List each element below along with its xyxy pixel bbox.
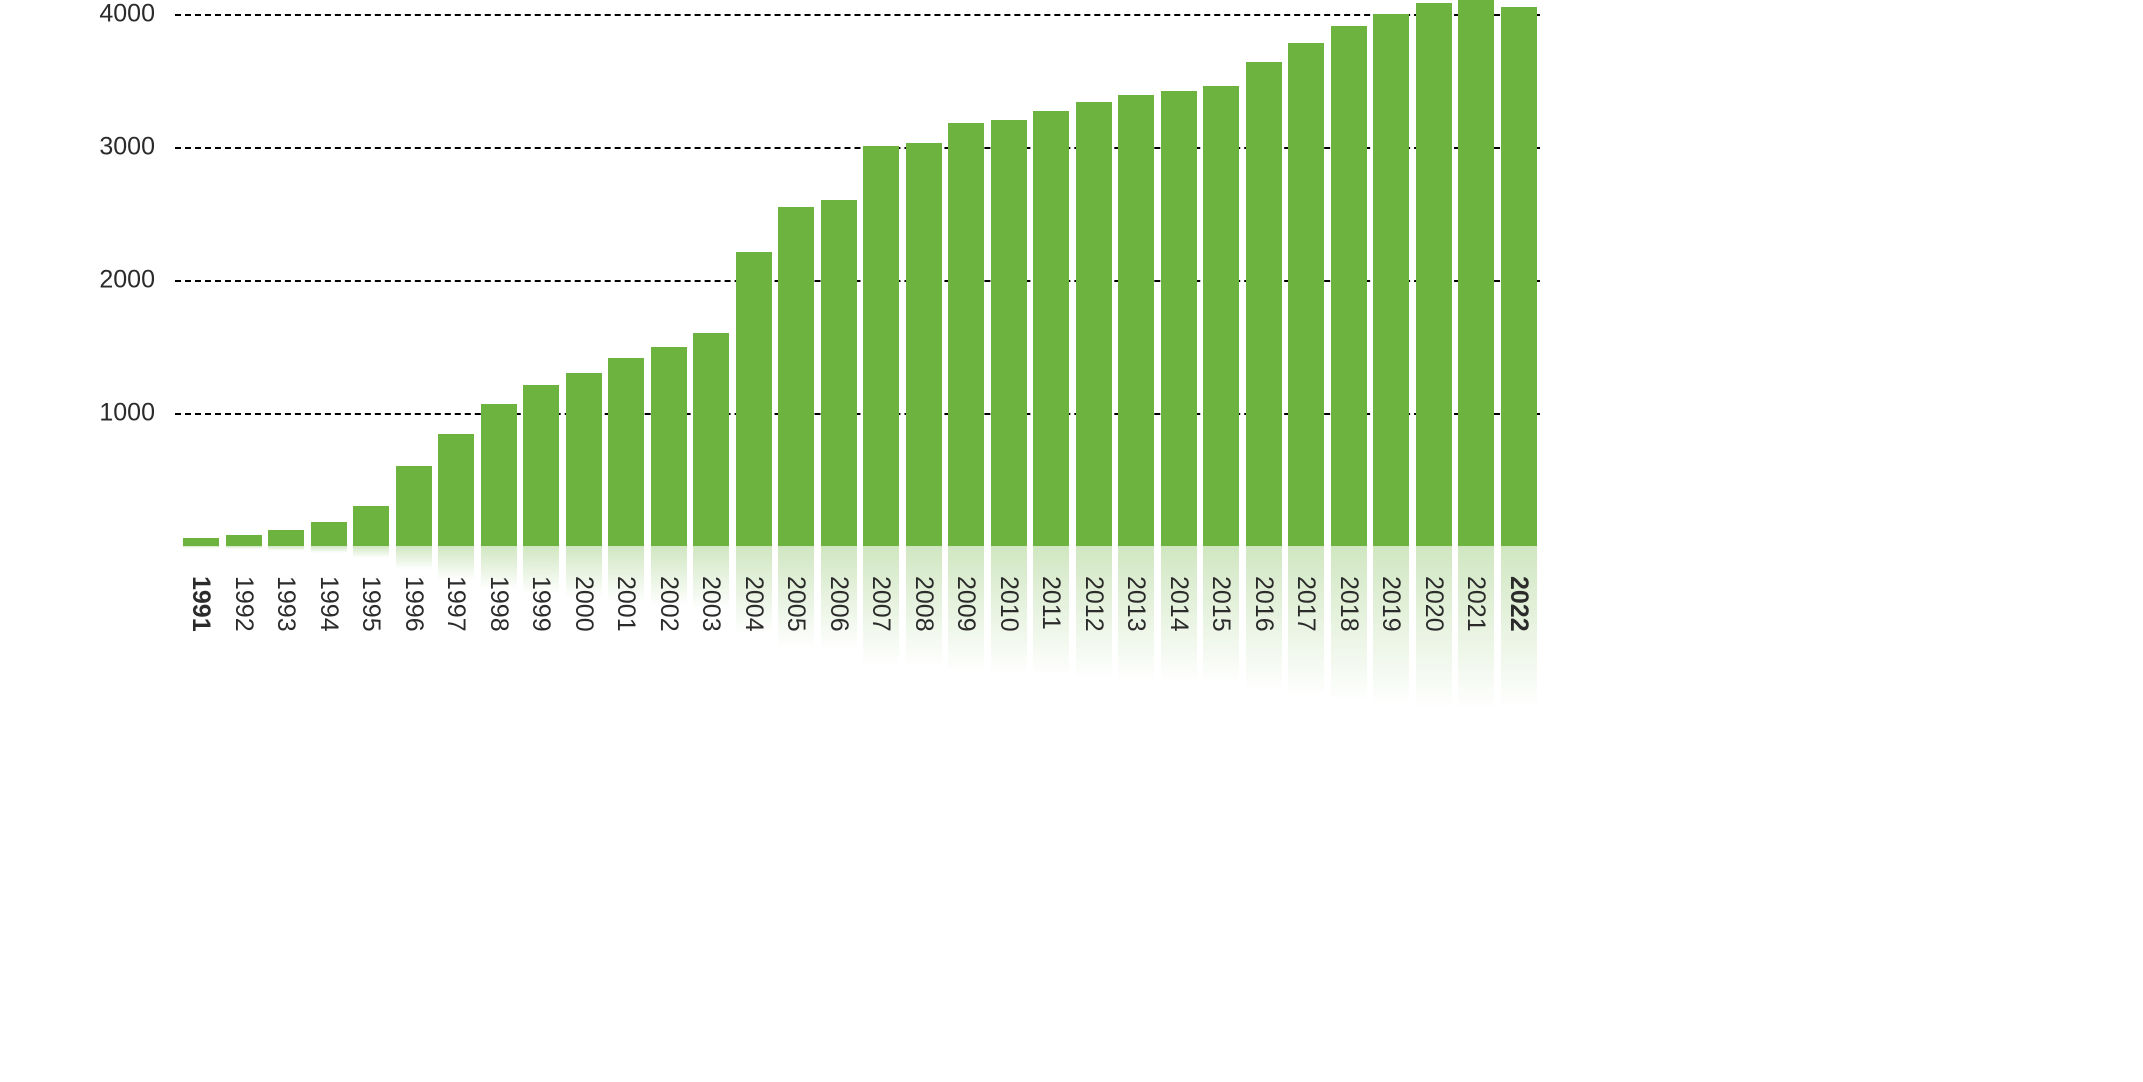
bar [523, 385, 559, 546]
bar [353, 506, 389, 546]
bar-reflection [268, 546, 304, 551]
x-axis-label: 2000 [569, 576, 598, 632]
bar [863, 146, 899, 546]
x-axis-label: 2003 [696, 576, 725, 632]
bar [1458, 0, 1494, 546]
bar [1118, 95, 1154, 546]
x-axis-label: 2011 [1036, 576, 1065, 630]
y-axis-label: 1000 [0, 399, 155, 428]
bar [1501, 7, 1537, 546]
x-axis-label: 2017 [1291, 576, 1320, 632]
bar-reflection [353, 546, 389, 558]
bar [226, 535, 262, 546]
bar [438, 434, 474, 546]
bar [736, 252, 772, 546]
x-axis-label: 2019 [1376, 576, 1405, 632]
bar [566, 373, 602, 546]
x-axis-label: 2007 [866, 576, 895, 632]
bar [1416, 3, 1452, 546]
x-axis-label: 2005 [781, 576, 810, 632]
x-axis-label: 1992 [229, 576, 258, 632]
bar [396, 466, 432, 546]
gridline [175, 14, 1540, 16]
x-axis-label: 2004 [739, 576, 768, 632]
x-axis-label: 2008 [909, 576, 938, 632]
x-axis-label: 1994 [314, 576, 343, 632]
bar-reflection [311, 546, 347, 553]
bar [948, 123, 984, 546]
x-axis-label: 2010 [994, 576, 1023, 632]
x-axis-label: 1998 [484, 576, 513, 632]
x-axis-label: 2009 [951, 576, 980, 632]
x-axis-label: 1997 [441, 576, 470, 632]
x-axis-label: 2001 [611, 576, 640, 632]
x-axis-label: 1991 [186, 576, 215, 632]
bar [991, 120, 1027, 546]
bar [1331, 26, 1367, 546]
x-axis-label: 2013 [1121, 576, 1150, 632]
bar-reflection [396, 546, 432, 570]
bar [1076, 102, 1112, 546]
bar-reflection [226, 546, 262, 549]
x-axis-label: 2014 [1164, 576, 1193, 632]
x-axis-label: 2016 [1249, 576, 1278, 632]
bar [1203, 86, 1239, 546]
x-axis-label: 2012 [1079, 576, 1108, 632]
x-axis-label: 2018 [1334, 576, 1363, 632]
bar [1288, 43, 1324, 546]
x-axis-label: 2022 [1504, 576, 1533, 632]
x-axis-label: 1993 [271, 576, 300, 632]
bar [778, 207, 814, 546]
bar [651, 347, 687, 547]
bar [1373, 14, 1409, 546]
x-axis-label: 2002 [654, 576, 683, 632]
bar [821, 200, 857, 546]
x-axis-label: 2015 [1206, 576, 1235, 632]
x-axis-label: 2006 [824, 576, 853, 632]
bar [906, 143, 942, 546]
y-axis-label: 4000 [0, 0, 155, 29]
bar-chart: 1000 2000 3000 4000 1991 1992 1993 1994 1995 1996… [0, 0, 2143, 1082]
bar [693, 333, 729, 546]
bar-reflection [438, 546, 474, 580]
bar [1161, 91, 1197, 546]
bar [608, 358, 644, 546]
bar [1246, 62, 1282, 546]
x-axis-label: 2021 [1461, 576, 1490, 632]
bar [268, 530, 304, 546]
bar-reflection [183, 546, 219, 548]
bar [481, 404, 517, 546]
bar [1033, 111, 1069, 546]
y-axis-label: 2000 [0, 266, 155, 295]
x-axis-label: 1996 [399, 576, 428, 632]
bar [183, 538, 219, 546]
x-axis-label: 2020 [1419, 576, 1448, 632]
y-axis-label: 3000 [0, 133, 155, 162]
bar [311, 522, 347, 546]
x-axis-label: 1999 [526, 576, 555, 632]
x-axis-label: 1995 [356, 576, 385, 632]
